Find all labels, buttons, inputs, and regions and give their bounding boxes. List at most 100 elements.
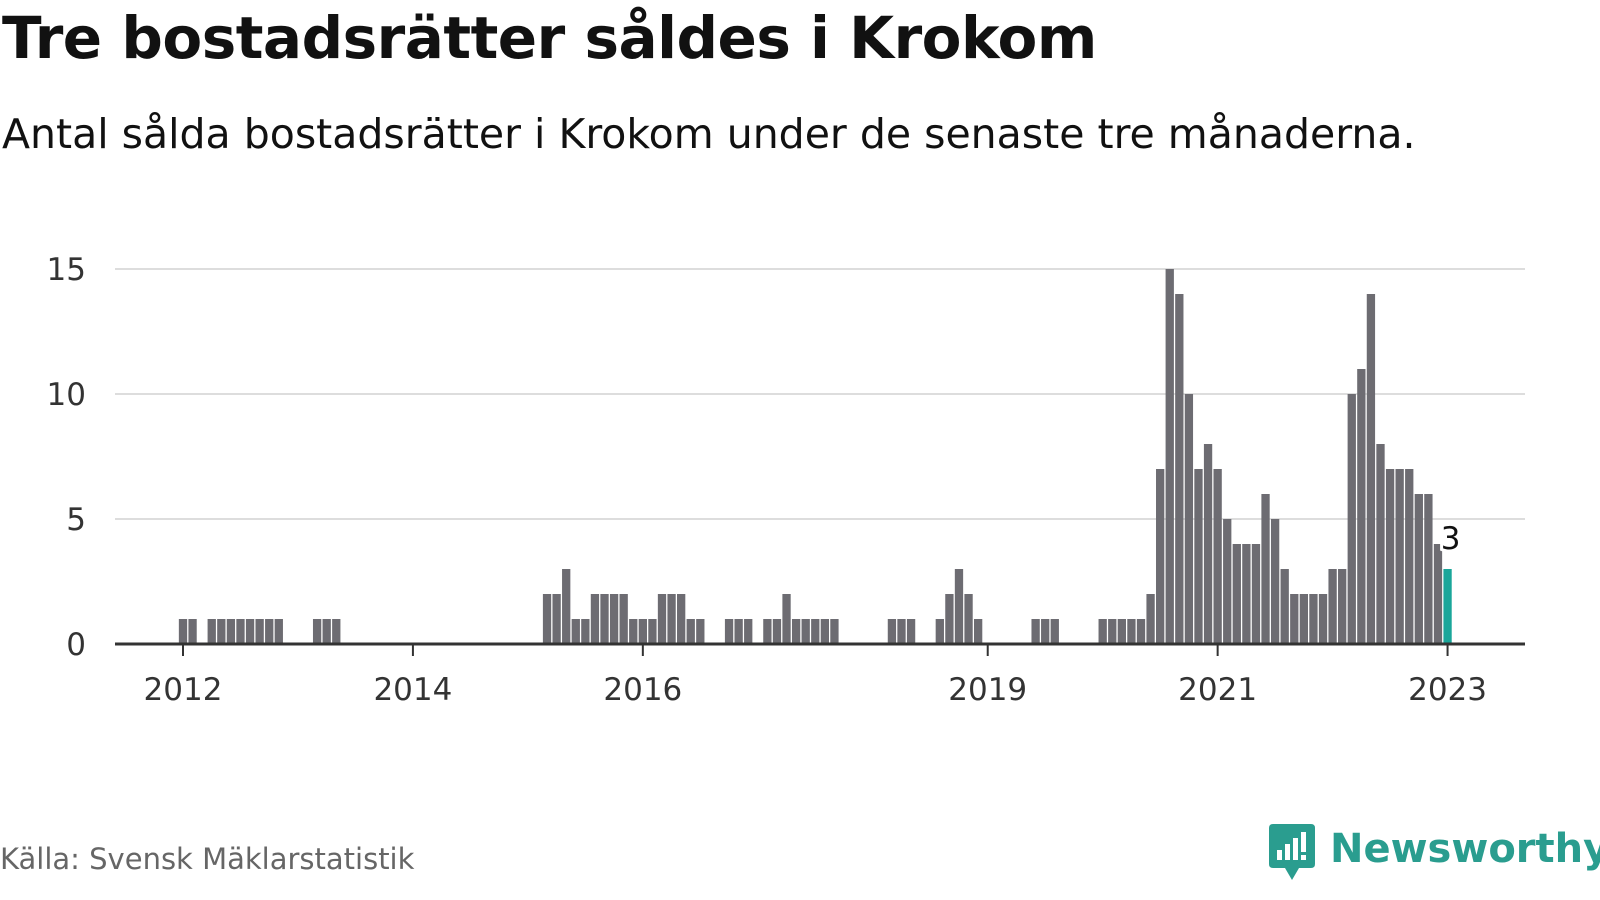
bar-2017-03 <box>772 619 782 644</box>
bar-2015-05 <box>562 569 571 644</box>
bars <box>178 269 1452 644</box>
tick-labels: 0 5 10 15 2012 2014 2016 2019 2021 2023 3 <box>47 252 1487 708</box>
y-tick-label: 15 <box>47 252 86 288</box>
bar-2020-10 <box>1184 394 1194 644</box>
bar-2021-10 <box>1299 594 1309 644</box>
bar-2022-01 <box>1328 569 1337 644</box>
bar-2023-01 <box>1443 569 1452 644</box>
bar-2012-09 <box>255 619 264 644</box>
bar-2020-08 <box>1165 269 1174 644</box>
bar-2012-11 <box>274 619 283 644</box>
bar-2019-06 <box>1031 619 1040 644</box>
bar-2022-05 <box>1366 294 1376 644</box>
bar-2016-03 <box>657 594 667 644</box>
bar-2016-02 <box>648 619 657 644</box>
bar-2018-12 <box>973 619 983 644</box>
bar-2012-04 <box>207 619 216 644</box>
bar-2022-12 <box>1433 544 1443 644</box>
bar-2016-06 <box>686 619 695 644</box>
x-tick-label: 2016 <box>603 672 682 708</box>
brand-logo[interactable]: Newsworthy <box>1265 822 1600 884</box>
bar-2018-11 <box>964 594 973 644</box>
newsworthy-logo-icon <box>1269 824 1315 880</box>
gridlines <box>115 268 1525 520</box>
bar-2021-04 <box>1242 544 1251 644</box>
bar-2021-08 <box>1280 569 1289 644</box>
bar-2018-05 <box>906 619 916 644</box>
bar-2017-04 <box>782 594 791 644</box>
bar-2020-04 <box>1127 619 1136 644</box>
data-label: 3 <box>1441 521 1461 557</box>
bar-2013-05 <box>332 619 341 644</box>
bar-2022-07 <box>1385 469 1395 644</box>
bar-2015-09 <box>600 594 609 644</box>
bar-2021-12 <box>1318 594 1328 644</box>
bar-2022-03 <box>1347 394 1356 644</box>
x-tick-label: 2021 <box>1178 672 1257 708</box>
bar-2022-11 <box>1424 494 1433 644</box>
bar-2022-02 <box>1338 569 1347 644</box>
bar-2018-03 <box>887 619 897 644</box>
bar-2022-08 <box>1395 469 1404 644</box>
bar-2019-07 <box>1041 619 1050 644</box>
bar-2021-01 <box>1213 469 1222 644</box>
y-tick-label: 5 <box>66 502 86 538</box>
bar-2022-10 <box>1414 494 1423 644</box>
bar-2016-10 <box>724 619 734 644</box>
bar-2021-02 <box>1223 519 1232 644</box>
bar-2012-10 <box>265 619 274 644</box>
bar-2015-06 <box>571 619 580 644</box>
bar-2018-09 <box>945 594 954 644</box>
bar-2017-08 <box>820 619 830 644</box>
bar-2017-06 <box>801 619 810 644</box>
bar-2018-04 <box>897 619 906 644</box>
bar-2018-08 <box>935 619 944 644</box>
bar-2021-11 <box>1309 594 1318 644</box>
bar-2020-07 <box>1156 469 1165 644</box>
bar-2020-09 <box>1175 294 1184 644</box>
bar-2020-11 <box>1194 469 1203 644</box>
bar-2016-11 <box>734 619 743 644</box>
bar-2012-02 <box>188 619 197 644</box>
bar-2022-04 <box>1357 369 1366 644</box>
x-tick-label: 2023 <box>1408 672 1487 708</box>
bar-2012-06 <box>226 619 236 644</box>
x-tick-label: 2012 <box>144 672 223 708</box>
bar-2017-07 <box>811 619 820 644</box>
bar-2015-04 <box>552 594 561 644</box>
bar-2022-06 <box>1376 444 1385 644</box>
chart-title: Tre bostadsrätter såldes i Krokom <box>2 4 1097 72</box>
bar-2015-10 <box>609 594 619 644</box>
y-tick-label: 0 <box>66 627 86 663</box>
bar-2020-02 <box>1108 619 1117 644</box>
bar-2020-05 <box>1136 619 1146 644</box>
bar-2016-07 <box>696 619 705 644</box>
y-tick-label: 10 <box>47 377 86 413</box>
bar-2017-09 <box>830 619 839 644</box>
bar-2017-05 <box>791 619 801 644</box>
bar-2020-12 <box>1203 444 1213 644</box>
bar-2013-03 <box>312 619 322 644</box>
bar-chart: 0 5 10 15 2012 2014 2016 2019 2021 2023 3 <box>47 252 1525 708</box>
bar-2020-01 <box>1098 619 1107 644</box>
bar-2018-10 <box>954 569 964 644</box>
brand-name: Newsworthy <box>1330 826 1600 872</box>
bar-2012-08 <box>245 619 255 644</box>
bar-2012-07 <box>236 619 245 644</box>
bar-2021-09 <box>1290 594 1299 644</box>
x-axis <box>115 642 1525 656</box>
bar-2015-07 <box>581 619 590 644</box>
x-tick-label: 2014 <box>373 672 452 708</box>
bar-2021-06 <box>1261 494 1270 644</box>
bar-2015-08 <box>590 594 600 644</box>
bar-2016-01 <box>638 619 647 644</box>
bar-2022-09 <box>1405 469 1414 644</box>
bar-2021-03 <box>1232 544 1241 644</box>
x-tick-label: 2019 <box>948 672 1027 708</box>
bar-2013-04 <box>322 619 331 644</box>
bar-2020-06 <box>1146 594 1155 644</box>
bar-2012-05 <box>217 619 226 644</box>
bar-2021-07 <box>1270 519 1280 644</box>
bar-2021-05 <box>1251 544 1261 644</box>
chart-subtitle: Antal sålda bostadsrätter i Krokom under… <box>2 110 1416 158</box>
